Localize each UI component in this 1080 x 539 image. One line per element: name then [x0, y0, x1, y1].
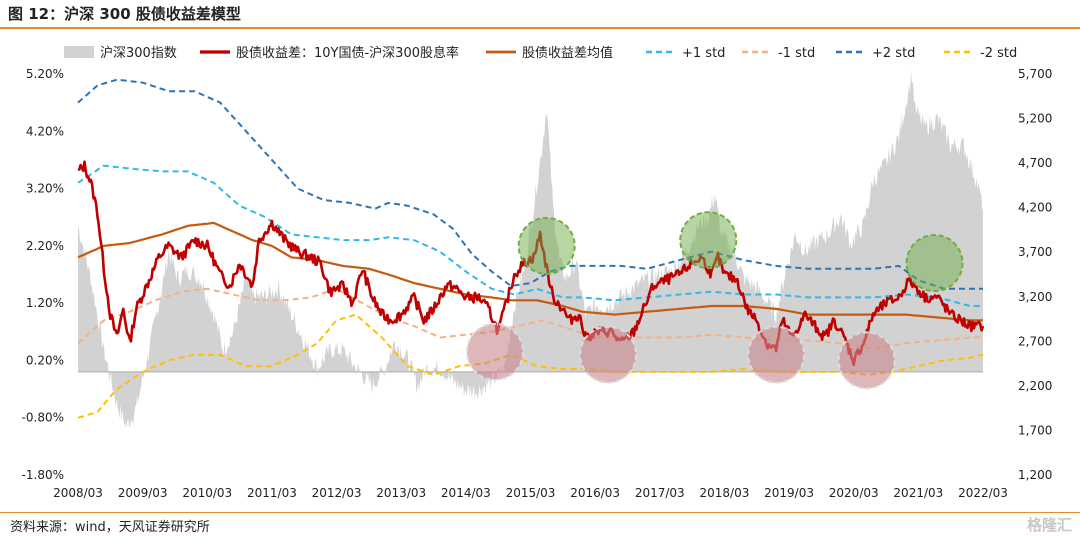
x-tick-label: 2021/03	[893, 486, 943, 500]
axes: 5.20% 4.20% 3.20% 2.20% 1.20% 0.20% -0.80% -1.8…	[22, 67, 1053, 500]
x-tick-label: 2020/03	[829, 486, 879, 500]
series-line-1	[77, 164, 983, 307]
red-circle-3	[837, 331, 896, 390]
x-tick-label: 2018/03	[699, 486, 749, 500]
legend-label: 股债收益差均值	[522, 45, 613, 61]
right-tick-label: 4,200	[1018, 201, 1052, 215]
left-tick-label: 4.20%	[26, 124, 64, 138]
title-divider	[0, 27, 1080, 29]
legend-label: 沪深300指数	[100, 45, 177, 61]
x-tick-label: 2014/03	[441, 486, 491, 500]
right-tick-label: 1,200	[1018, 468, 1052, 482]
x-tick-label: 2016/03	[570, 486, 620, 500]
left-tick-label: 2.20%	[26, 239, 64, 253]
x-tick-label: 2009/03	[118, 486, 168, 500]
left-tick-label: -0.80%	[22, 411, 64, 425]
red-circle-0	[465, 322, 524, 381]
right-tick-label: 4,700	[1018, 156, 1052, 170]
source-note: 资料来源：wind，天风证券研究所	[10, 520, 210, 535]
right-tick-label: 1,700	[1018, 423, 1052, 437]
legend-label: -2 std	[980, 46, 1017, 61]
right-tick-label: 5,700	[1018, 67, 1052, 81]
right-tick-label: 2,700	[1018, 334, 1052, 348]
x-tick-label: 2017/03	[635, 486, 685, 500]
red-circle-2	[747, 325, 806, 384]
x-tick-label: 2019/03	[764, 486, 814, 500]
chart: 沪深300指数 股债收益差：10Y国债-沪深300股息率 股债收益差均值 +1 std…	[22, 45, 1053, 500]
right-tick-label: 3,200	[1018, 290, 1052, 304]
chart-legend: 沪深300指数 股债收益差：10Y国债-沪深300股息率 股债收益差均值 +1 std…	[64, 45, 1017, 61]
x-tick-label: 2012/03	[312, 486, 362, 500]
x-tick-label: 2015/03	[506, 486, 556, 500]
footer-divider	[0, 512, 1080, 513]
left-tick-label: 1.20%	[26, 296, 64, 310]
red-circle-1	[579, 325, 638, 384]
x-tick-label: 2008/03	[53, 486, 103, 500]
page-title: 图 12：沪深 300 股债收益差模型	[8, 5, 241, 23]
right-tick-label: 3,700	[1018, 245, 1052, 259]
green-circle-1	[679, 211, 738, 270]
legend-label: -1 std	[778, 46, 815, 61]
x-tick-label: 2022/03	[958, 486, 1008, 500]
plot-area	[77, 71, 985, 428]
legend-label: +1 std	[682, 46, 725, 61]
left-tick-label: -1.80%	[22, 468, 64, 482]
right-tick-label: 2,200	[1018, 379, 1052, 393]
x-tick-label: 2011/03	[247, 486, 297, 500]
legend-label: +2 std	[872, 46, 915, 61]
legend-label: 股债收益差：10Y国债-沪深300股息率	[236, 45, 459, 61]
watermark-logo: 格隆汇	[1026, 516, 1072, 534]
x-tick-label: 2013/03	[376, 486, 426, 500]
green-circle-0	[517, 216, 576, 275]
series-line-4	[77, 221, 983, 322]
series-line-2	[77, 287, 983, 350]
right-tick-label: 5,200	[1018, 112, 1052, 126]
series-line-3	[77, 313, 984, 419]
green-circle-2	[905, 234, 964, 293]
left-tick-label: 0.20%	[26, 353, 64, 367]
legend-swatch-area	[64, 46, 94, 58]
left-tick-label: 3.20%	[26, 182, 64, 196]
x-tick-label: 2010/03	[182, 486, 232, 500]
left-tick-label: 5.20%	[26, 67, 64, 81]
